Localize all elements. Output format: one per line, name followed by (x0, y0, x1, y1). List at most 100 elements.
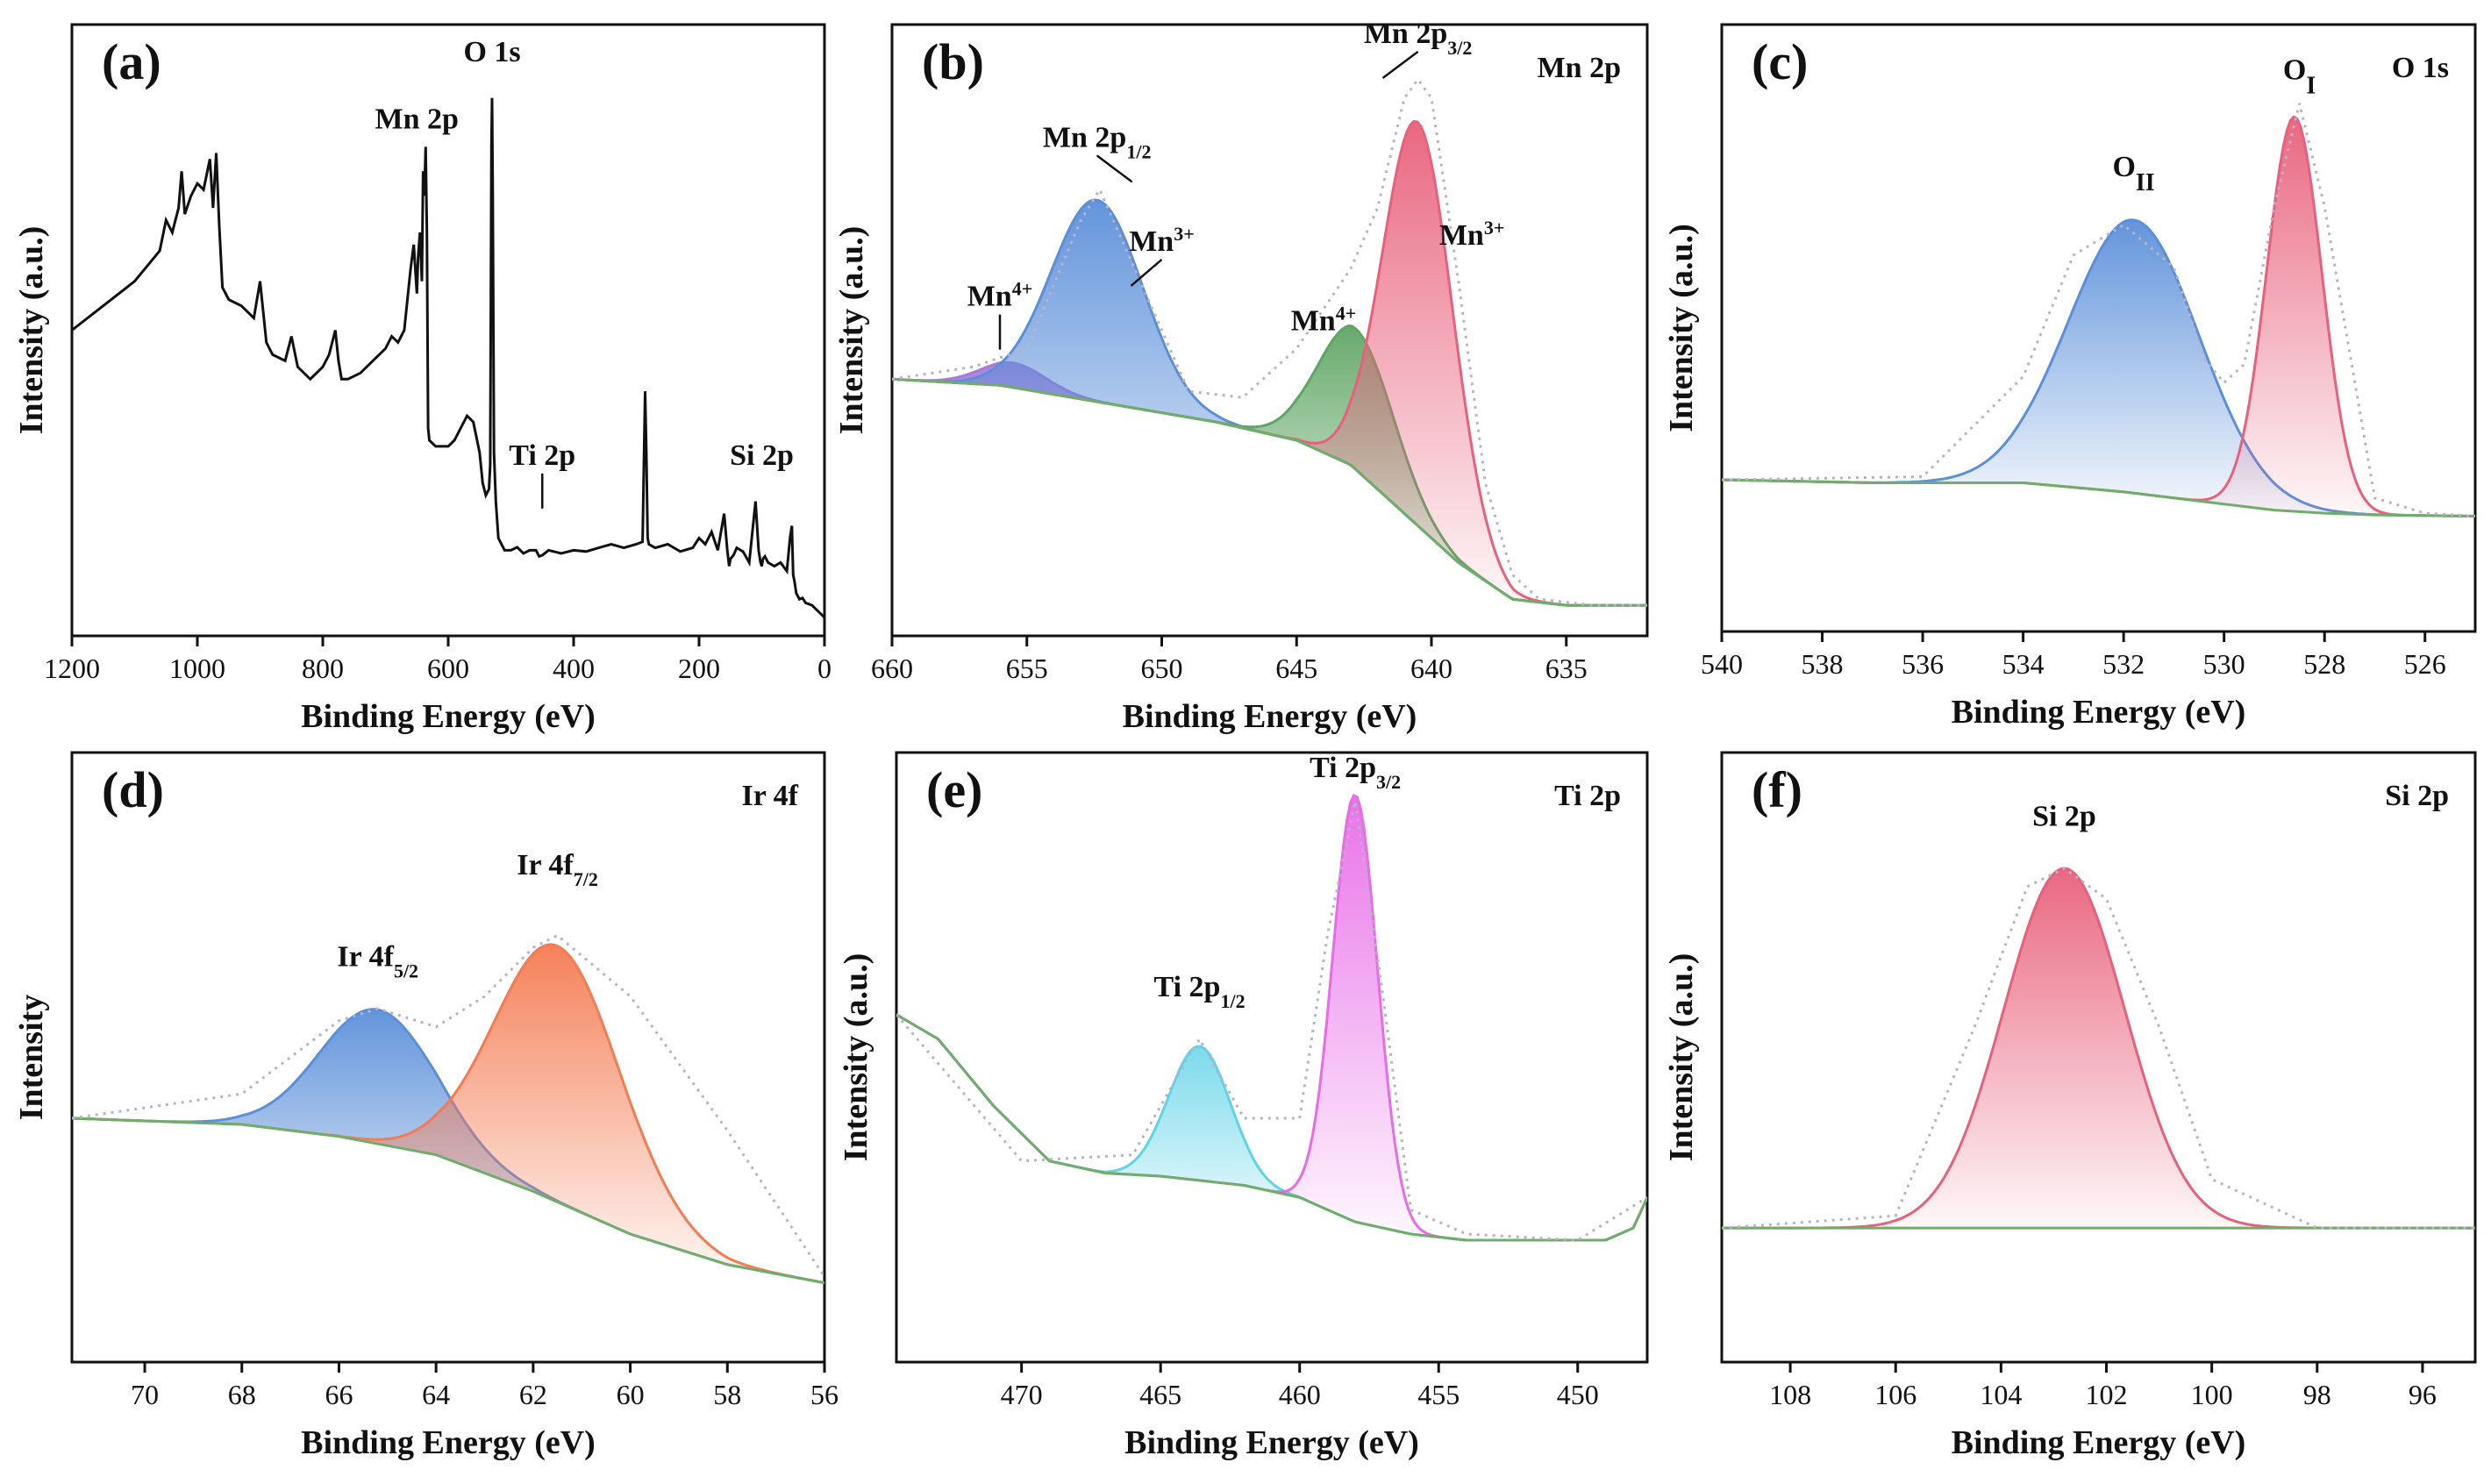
background-line (892, 377, 1647, 607)
panel-e: 470 465 460 455 450 Binding Energy (eV) Intens… (838, 751, 1649, 1461)
x-tick-label: 650 (1141, 653, 1183, 684)
peak-label: Ti 2p (509, 439, 575, 472)
peak-label: Mn 2p (375, 103, 459, 135)
annotation-arrow (1096, 154, 1133, 183)
x-tick-label: 66 (325, 1379, 353, 1410)
panel-letter: (f) (1752, 761, 1802, 818)
x-tick-label: 538 (1802, 648, 1844, 680)
panel-letter: (a) (102, 33, 161, 90)
peak-area-Si-2p (1722, 868, 2475, 1229)
x-tick-label: 100 (2191, 1379, 2233, 1410)
x-tick-label: 60 (617, 1379, 645, 1410)
plot-area (1722, 103, 2475, 517)
x-tick-label: 58 (713, 1379, 741, 1410)
x-tick-label: 635 (1545, 653, 1588, 684)
x-tick-label: 800 (302, 653, 344, 684)
panel-title: Mn 2p (1538, 52, 1621, 84)
x-tick-label: 660 (871, 653, 913, 684)
x-tick-label: 400 (553, 653, 595, 684)
plot-frame (1720, 751, 2477, 1364)
y-axis-label: Intensity (a.u.) (13, 226, 50, 435)
peak-area-Ti-2p3-2 (896, 796, 1647, 1240)
panel-letter: (d) (102, 761, 164, 818)
x-tick-label: 460 (1279, 1379, 1321, 1410)
annotation-arrow (1130, 258, 1163, 287)
panel-title: Ir 4f (741, 780, 798, 812)
peak-label: Mn3+ (1129, 222, 1195, 258)
panel-f: 108 106 104 102 100 98 96 Binding Energy (eV) In… (1663, 751, 2477, 1461)
x-tick-label: 64 (422, 1379, 450, 1410)
y-axis-label: Intensity (13, 995, 50, 1121)
panel-title: Ti 2p (1554, 780, 1621, 812)
peak-label: OII (2112, 151, 2154, 196)
peak-label: Si 2p (730, 439, 794, 472)
panel-c: 540 538 536 534 532 530 528 526 Binding Energy (… (1663, 23, 2477, 731)
peak-label: Ir 4f7/2 (517, 849, 598, 890)
x-tick-label: 470 (1001, 1379, 1043, 1410)
background-line (1722, 478, 2475, 517)
plot-frame (70, 751, 826, 1364)
peak-line (892, 360, 1647, 607)
x-tick-label: 70 (131, 1379, 159, 1410)
peak-label: Mn4+ (967, 277, 1033, 313)
x-tick-label: 532 (2102, 648, 2145, 680)
peak-label: Mn3+ (1439, 216, 1505, 252)
plot-area (72, 933, 824, 1285)
x-tick-label: 96 (2409, 1379, 2437, 1410)
plot-area (72, 97, 824, 619)
peak-area-OI (1722, 117, 2475, 517)
y-axis-label: Intensity (a.u.) (838, 953, 874, 1162)
peak-area-Ti-2p1-2 (896, 1014, 1647, 1240)
x-tick-label: 536 (1902, 648, 1944, 680)
peak-area-Mn3- (892, 199, 1647, 606)
panel-title: O 1s (2392, 52, 2449, 84)
plot-frame (890, 23, 1649, 638)
panel-d: 70 68 66 64 62 60 58 56 Binding Energy (eV) Inten… (13, 751, 839, 1461)
peak-area-Ir-4f7-2 (72, 944, 824, 1283)
background-line (72, 1117, 824, 1285)
panel-title: Si 2p (2385, 780, 2449, 812)
x-tick-label: 528 (2303, 648, 2345, 680)
plot-area (892, 77, 1647, 607)
x-axis-label: Binding Energy (eV) (1952, 1424, 2246, 1461)
x-tick-label: 200 (678, 653, 720, 684)
x-tick-label: 56 (810, 1379, 839, 1410)
raw-data-dots (892, 77, 1647, 607)
panel-letter: (e) (926, 761, 982, 818)
x-tick-label: 540 (1701, 648, 1743, 680)
plot-area (1722, 867, 2475, 1230)
x-axis-label: Binding Energy (eV) (1952, 694, 2246, 731)
x-tick-label: 104 (1980, 1379, 2022, 1410)
peak-label: O 1s (463, 36, 520, 68)
panel-b: 660 655 650 645 640 635 Binding Energy (eV) Int… (833, 18, 1649, 735)
panel-letter: (b) (922, 33, 984, 90)
plot-frame (895, 751, 1649, 1364)
x-tick-label: 645 (1275, 653, 1317, 684)
raw-data-dots (896, 801, 1647, 1242)
panel-letter: (c) (1752, 33, 1808, 90)
peak-line (892, 198, 1647, 607)
x-tick-label: 0 (817, 653, 832, 684)
peak-label: Ti 2p3/2 (1310, 752, 1401, 793)
x-tick-label: 455 (1417, 1379, 1460, 1410)
y-axis-label: Intensity (a.u.) (833, 226, 870, 435)
x-tick-label: 465 (1139, 1379, 1181, 1410)
x-tick-label: 450 (1557, 1379, 1599, 1410)
panel-a: 1200 1000 800 600 400 200 0 Binding Energy (eV)… (13, 23, 832, 735)
x-tick-label: 98 (2303, 1379, 2331, 1410)
x-tick-label: 655 (1006, 653, 1048, 684)
x-tick-label: 106 (1874, 1379, 1916, 1410)
x-axis-label: Binding Energy (eV) (301, 698, 596, 735)
x-axis-label: Binding Energy (eV) (1124, 1424, 1419, 1461)
x-tick-label: 530 (2203, 648, 2245, 680)
x-axis-label: Binding Energy (eV) (301, 1424, 596, 1461)
peak-label: Ti 2p1/2 (1154, 971, 1246, 1012)
y-axis-label: Intensity (a.u.) (1663, 953, 1700, 1162)
x-tick-label: 526 (2404, 648, 2446, 680)
raw-data-dots (1722, 867, 2475, 1230)
annotation-arrow (1381, 50, 1419, 79)
x-tick-label: 640 (1410, 653, 1452, 684)
x-tick-label: 68 (228, 1379, 256, 1410)
peak-label: Si 2p (2032, 800, 2096, 832)
plot-frame (1720, 23, 2477, 633)
